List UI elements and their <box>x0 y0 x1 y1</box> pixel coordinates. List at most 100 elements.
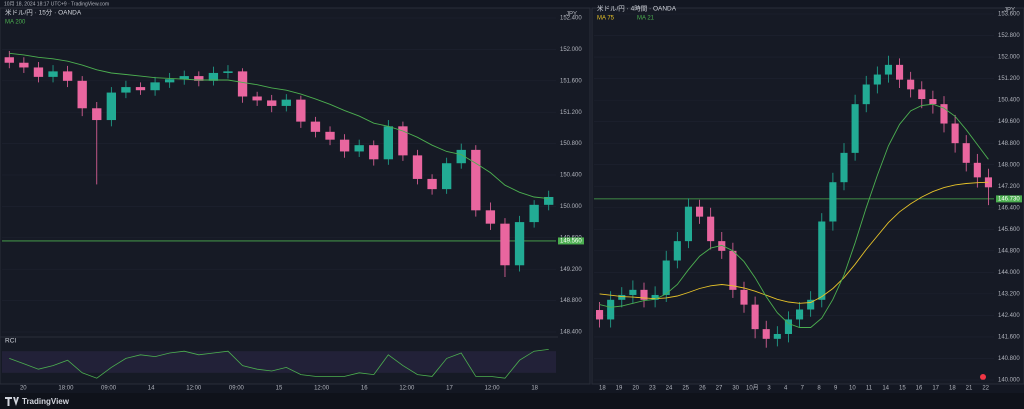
candle <box>441 157 452 194</box>
chart-title: 米ドル/円 · 4時間 · OANDA <box>597 4 677 13</box>
candle <box>851 94 859 161</box>
candle-body <box>740 289 748 305</box>
y-tick-label: 144.800 <box>998 248 1020 254</box>
candle <box>208 66 219 86</box>
candle <box>640 282 648 308</box>
candle-body <box>121 87 131 93</box>
candle <box>918 81 926 109</box>
x-tick-label: 4 <box>784 386 788 392</box>
x-tick-label: 14 <box>148 386 155 392</box>
legend-entry: MA 200 <box>5 20 26 26</box>
candle <box>740 281 748 313</box>
oscillator-band <box>2 351 556 373</box>
candle <box>514 215 525 272</box>
price-tag <box>558 237 584 245</box>
x-tick-label: 25 <box>682 386 689 392</box>
candle-body <box>150 82 160 91</box>
candle-body <box>762 329 770 339</box>
x-tick-label: 18 <box>599 386 606 392</box>
x-tick-label: 12:00 <box>399 386 415 392</box>
candle <box>607 291 615 328</box>
x-tick-label: 12:00 <box>186 386 202 392</box>
candle <box>829 172 837 231</box>
candle <box>427 174 437 195</box>
candle-body <box>412 155 423 179</box>
candle-body <box>629 289 637 295</box>
candle-body <box>796 309 804 320</box>
candle-body <box>237 71 248 97</box>
y-tick-label: 153.600 <box>998 12 1020 18</box>
x-tick-label: 17 <box>446 386 453 392</box>
brand-logo <box>5 397 19 406</box>
candle-body <box>940 104 948 124</box>
price-tag-label: 146.730 <box>998 196 1020 202</box>
currency-label: JPY <box>1004 8 1015 14</box>
candle-body <box>873 74 881 85</box>
candle <box>4 50 14 69</box>
candle-body <box>862 84 870 105</box>
x-tick-label: 9 <box>834 386 838 392</box>
moving-average <box>599 103 989 328</box>
x-tick-label: 18:00 <box>58 386 74 392</box>
candle <box>651 286 659 308</box>
x-tick-label: 14 <box>882 386 889 392</box>
candle <box>485 202 496 230</box>
oscillator-line <box>9 349 549 379</box>
candle <box>325 126 335 146</box>
candle-body <box>77 80 87 109</box>
candle-body <box>684 206 692 242</box>
candle-body <box>369 145 379 160</box>
candle <box>398 121 408 161</box>
candle-body <box>662 260 670 295</box>
candle-body <box>106 92 117 121</box>
y-tick-label: 149.200 <box>560 267 582 273</box>
candle <box>818 213 826 308</box>
candle-body <box>884 64 892 75</box>
candle <box>252 91 262 106</box>
candle <box>19 57 29 73</box>
x-tick-label: 23 <box>649 386 656 392</box>
x-tick-label: 20 <box>20 386 27 392</box>
candle-body <box>194 76 204 81</box>
y-tick-label: 141.600 <box>998 335 1020 341</box>
candle <box>951 114 959 153</box>
candle <box>500 218 510 278</box>
candle-body <box>707 216 715 242</box>
x-tick-label: 19 <box>616 386 623 392</box>
candle-body <box>973 162 981 178</box>
y-tick-label: 146.400 <box>998 205 1020 211</box>
candle-body <box>485 210 496 224</box>
candle <box>223 65 233 79</box>
currency-label: JPY <box>566 12 577 18</box>
y-tick-label: 150.400 <box>560 173 582 179</box>
y-tick-label: 150.800 <box>560 141 582 147</box>
legend-entry: MA 75 <box>597 16 615 22</box>
y-tick-label: 151.200 <box>560 110 582 116</box>
candle <box>164 72 175 88</box>
candle <box>471 145 481 217</box>
alert-icon[interactable] <box>980 374 986 380</box>
y-tick-label: 145.600 <box>998 227 1020 233</box>
candle-body <box>918 89 926 100</box>
y-tick-label: 150.000 <box>560 204 582 210</box>
x-tick-label: 17 <box>932 386 939 392</box>
candle-body <box>896 64 904 80</box>
candle <box>684 198 692 249</box>
candle <box>596 301 604 328</box>
candle-body <box>618 294 626 300</box>
y-tick-label: 149.600 <box>998 119 1020 125</box>
right-pane <box>591 7 1024 385</box>
candle-body <box>19 62 29 68</box>
candle-body <box>851 104 859 153</box>
candle-body <box>596 310 604 320</box>
candle <box>729 242 737 298</box>
candle-body <box>427 178 437 190</box>
candle <box>369 140 379 166</box>
x-tick-label: 16 <box>361 386 368 392</box>
x-tick-label: 18 <box>531 386 538 392</box>
candle-body <box>179 76 189 80</box>
candle <box>984 168 992 206</box>
candle <box>940 96 948 133</box>
candle <box>762 320 770 348</box>
footer <box>0 393 1024 409</box>
